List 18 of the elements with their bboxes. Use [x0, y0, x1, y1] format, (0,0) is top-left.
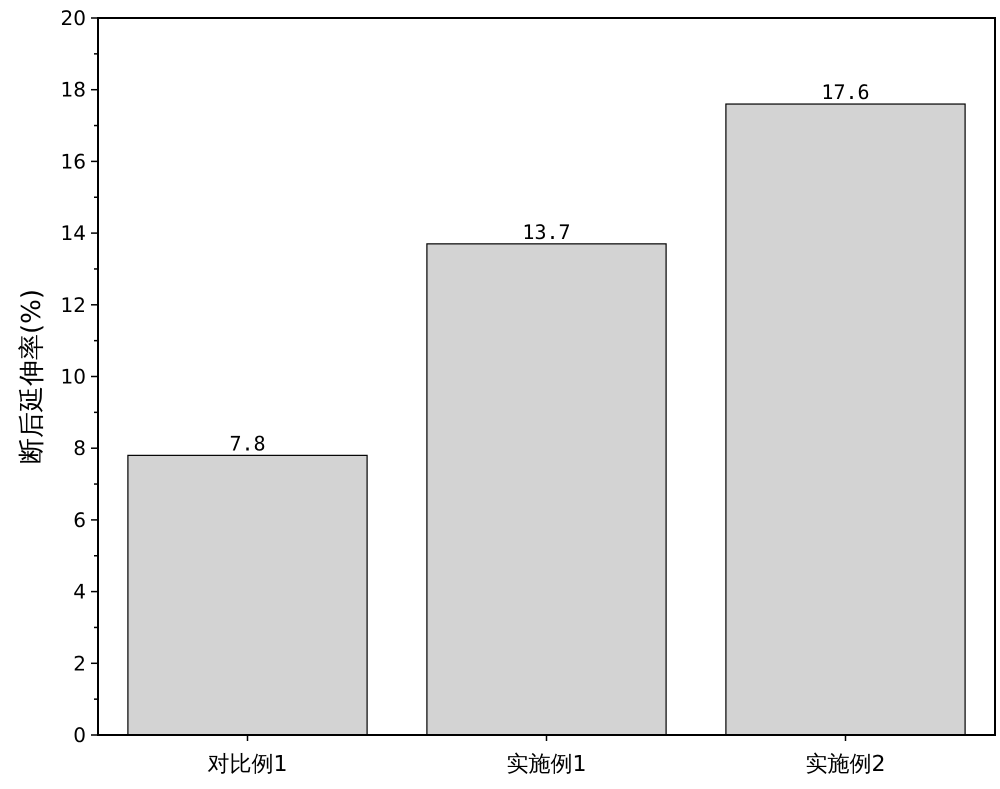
x-tick-label: 对比例1 — [208, 752, 288, 777]
data-label: 17.6 — [821, 80, 870, 104]
y-axis-title: 断后延伸率(%) — [17, 289, 47, 464]
data-label: 7.8 — [229, 431, 266, 456]
y-tick-label: 6 — [73, 508, 86, 532]
y-tick-label: 4 — [73, 580, 86, 604]
y-tick-label: 18 — [60, 78, 86, 102]
x-tick-label: 实施例1 — [506, 752, 586, 777]
y-tick-label: 12 — [60, 292, 86, 317]
x-tick-label: 实施例2 — [806, 752, 886, 777]
y-tick-label: 8 — [73, 436, 86, 460]
y-tick-label: 10 — [60, 364, 86, 388]
y-tick-label: 20 — [60, 6, 86, 30]
data-label: 13.7 — [522, 220, 571, 244]
y-tick-label: 14 — [60, 221, 86, 246]
y-tick-label: 16 — [60, 149, 86, 174]
y-tick-label: 0 — [73, 723, 86, 747]
y-tick-label: 2 — [73, 651, 86, 676]
